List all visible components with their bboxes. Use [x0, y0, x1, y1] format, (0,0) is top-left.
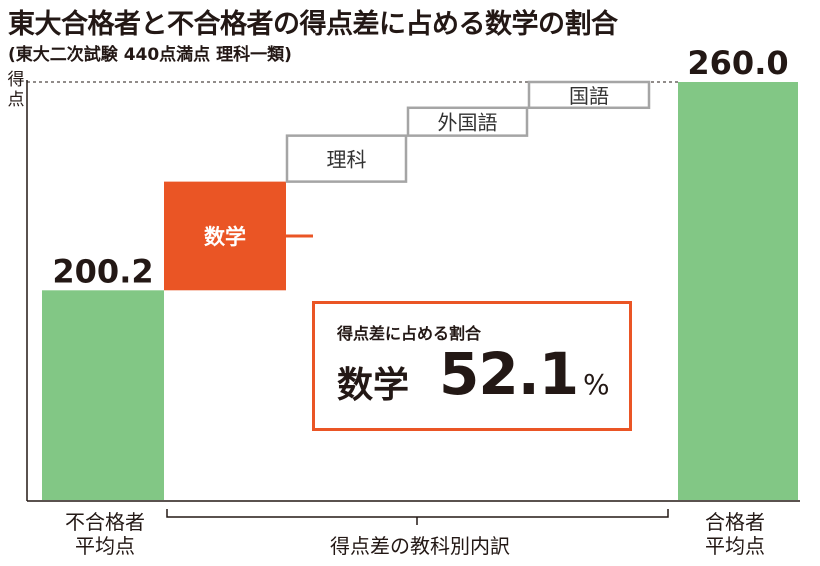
- labels: 200.2 260.0 数学 理科 外国語 国語: [52, 44, 788, 290]
- x-label-breakdown: 得点差の教科別内訳: [330, 534, 510, 558]
- callout-unit: %: [583, 368, 610, 401]
- callout-value: 52.1: [439, 340, 579, 408]
- chart-subtitle: (東大二次試験 440点満点 理科一類): [8, 45, 292, 65]
- y-axis-label: 得点: [7, 70, 25, 110]
- breakdown-box-3: [406, 106, 529, 137]
- breakdown-label-2: 理科: [327, 148, 367, 172]
- callout-title: 得点差に占める割合: [337, 324, 482, 343]
- x-label-pass-average: 合格者 平均点: [668, 510, 802, 558]
- x-label-line: 合格者: [705, 510, 765, 534]
- bar-pass-average: [678, 82, 798, 500]
- breakdown-label-1: 数学: [204, 225, 246, 249]
- bars: [42, 80, 798, 500]
- share-callout: 得点差に占める割合 数学 52.1 %: [312, 301, 632, 431]
- data-label-fail: 200.2: [52, 252, 153, 290]
- breakdown-box-4: [527, 80, 651, 110]
- breakdown-label-3: 外国語: [438, 111, 498, 135]
- x-label-line: 平均点: [705, 534, 765, 558]
- x-label-fail-average: 不合格者 平均点: [38, 510, 172, 558]
- data-label-pass: 260.0: [687, 44, 788, 82]
- chart-title: 東大合格者と不合格者の得点差に占める数学の割合: [8, 9, 618, 40]
- breakdown-box-2: [285, 134, 408, 183]
- breakdown-bracket: [166, 509, 669, 518]
- axes: [26, 80, 800, 525]
- bar-fail-average: [42, 290, 164, 500]
- breakdown-label-4: 国語: [569, 84, 609, 108]
- callout-subject: 数学: [337, 365, 410, 406]
- x-label-line: 不合格者: [65, 510, 145, 534]
- x-label-line: 平均点: [75, 534, 135, 558]
- breakdown-box-1: [164, 181, 286, 291]
